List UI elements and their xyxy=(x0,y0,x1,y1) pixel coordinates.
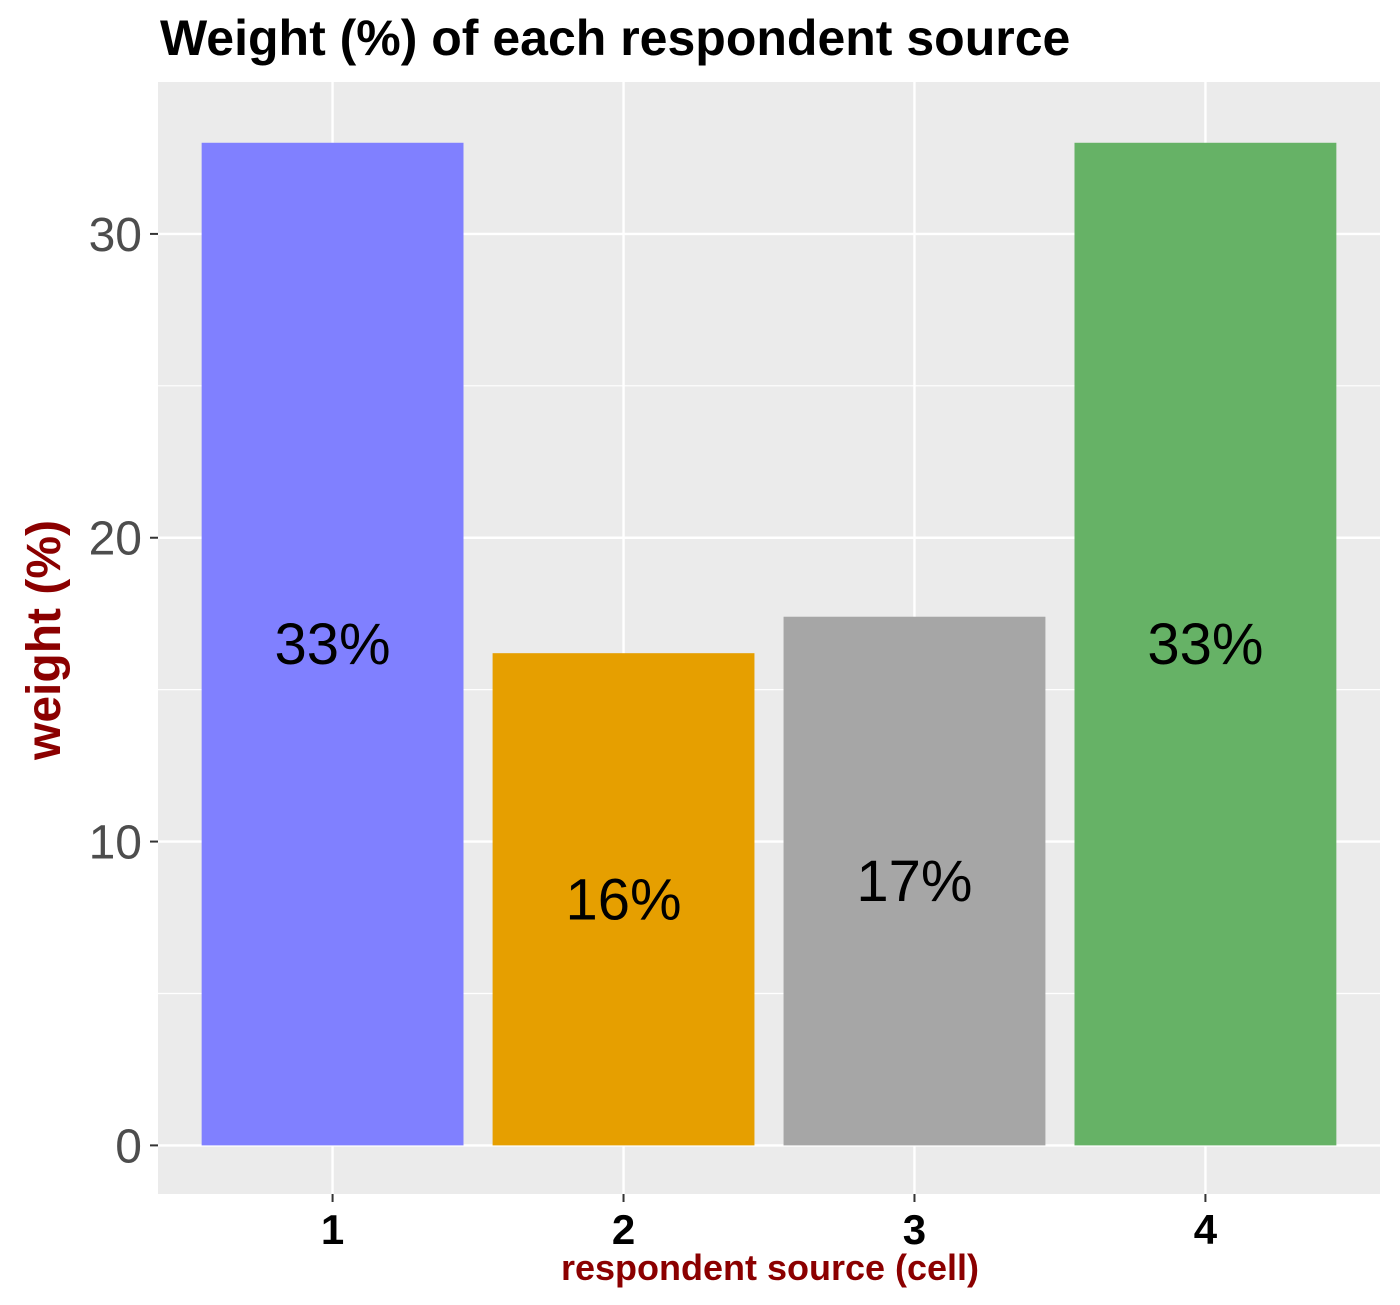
bar-2 xyxy=(492,653,755,1146)
data-label-4: 33% xyxy=(1147,612,1263,677)
y-axis-title: weight (%) xyxy=(18,520,71,761)
y-tick-label: 20 xyxy=(89,513,142,566)
bar-layer: 33% 16% 17% 33% xyxy=(201,142,1337,1146)
x-tick-label: 1 xyxy=(321,1206,344,1253)
axis-layer: 0 10 20 30 1 2 3 4 xyxy=(89,209,1218,1253)
data-label-3: 17% xyxy=(856,849,972,914)
data-label-2: 16% xyxy=(565,867,681,932)
bar-1 xyxy=(201,142,464,1146)
x-tick-label: 3 xyxy=(903,1206,926,1253)
y-tick-label: 30 xyxy=(89,209,142,262)
bar-3 xyxy=(783,616,1046,1146)
bar-4 xyxy=(1074,142,1337,1146)
x-tick-label: 2 xyxy=(612,1206,635,1253)
chart-title: Weight (%) of each respondent source xyxy=(160,10,1070,66)
y-tick-label: 0 xyxy=(115,1120,142,1173)
x-tick-label: 4 xyxy=(1194,1206,1218,1253)
y-tick-label: 10 xyxy=(89,817,142,870)
data-label-1: 33% xyxy=(275,612,391,677)
x-axis-title: respondent source (cell) xyxy=(561,1247,979,1288)
